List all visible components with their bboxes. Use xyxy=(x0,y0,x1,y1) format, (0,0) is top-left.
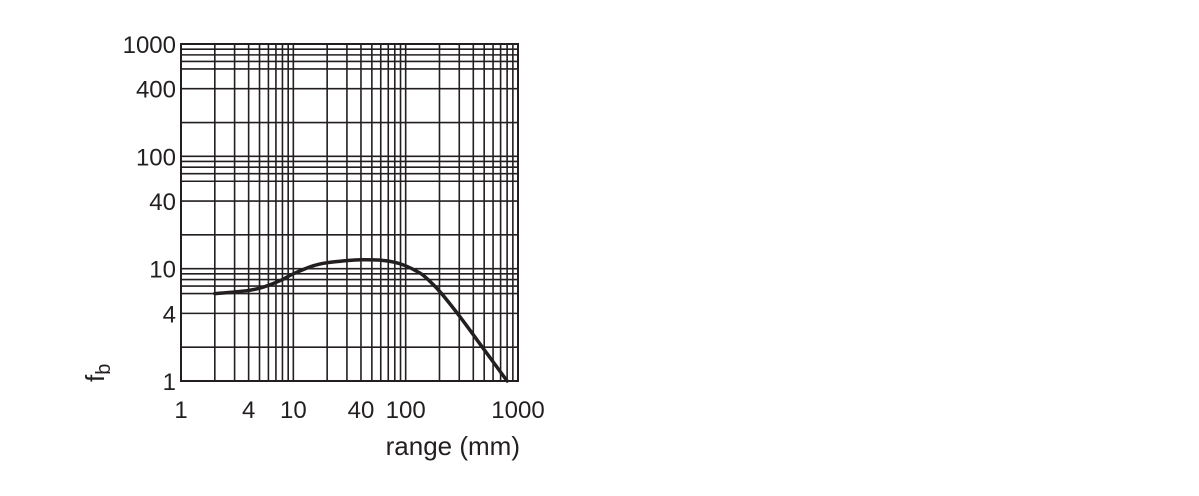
x-tick-label: 40 xyxy=(348,397,375,424)
x-tick-label: 1 xyxy=(174,397,187,424)
x-axis-label: range (mm) xyxy=(386,431,520,461)
y-tick-label: 4 xyxy=(163,301,176,328)
y-tick-label: 1 xyxy=(163,369,176,396)
x-tick-label: 100 xyxy=(386,397,426,424)
y-tick-labels: 1 4 10 40 100 400 1000 xyxy=(123,32,176,396)
y-tick-label: 1000 xyxy=(123,32,176,59)
x-tick-label: 4 xyxy=(242,397,255,424)
y-tick-label: 100 xyxy=(136,144,176,171)
x-tick-labels: 1 4 10 40 100 1000 xyxy=(174,397,544,424)
y-axis-label: fb xyxy=(80,364,115,382)
x-tick-label: 1000 xyxy=(491,397,544,424)
x-tick-label: 10 xyxy=(280,397,307,424)
y-tick-label: 40 xyxy=(149,189,176,216)
plot-frame xyxy=(180,43,519,382)
y-tick-label: 10 xyxy=(149,257,176,284)
y-tick-label: 400 xyxy=(136,77,176,104)
y-axis-label-subscript: b xyxy=(93,364,115,375)
grid xyxy=(180,43,519,382)
y-axis-label-main: f xyxy=(80,374,110,382)
data-curve xyxy=(213,257,509,383)
